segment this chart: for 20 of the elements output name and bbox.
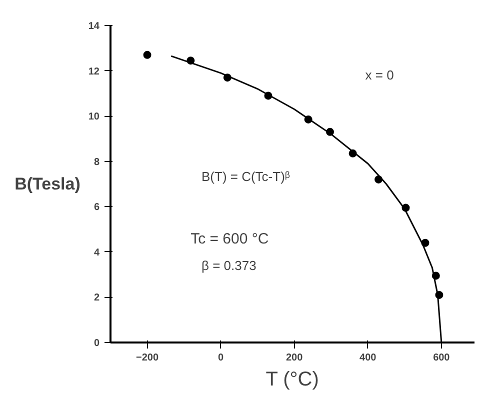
y-tick-label: 10 <box>88 112 100 123</box>
y-tick-label: 14 <box>88 21 100 32</box>
annotation: B(T) = C(Tc-T)ᵝ <box>202 169 290 184</box>
point <box>143 50 152 59</box>
annotation: x = 0 <box>365 68 394 83</box>
x-tick-label: −200 <box>136 352 159 364</box>
annotation: Tc = 600 °C <box>190 230 269 248</box>
y-tick-label: 0 <box>94 338 100 349</box>
annotation: β = 0.373 <box>202 258 256 273</box>
x-tick-label: 600 <box>433 352 450 364</box>
y-tick-label: 8 <box>94 156 100 168</box>
x-tick-label: 200 <box>286 352 304 364</box>
x-axis-title: T (°C) <box>266 368 319 390</box>
y-axis-title: B(Tesla) <box>14 174 80 194</box>
x-tick-label: 400 <box>360 352 377 364</box>
y-tick-label: 2 <box>94 292 100 304</box>
y-tick-label: 6 <box>94 202 100 214</box>
y-tick-label: 4 <box>94 247 100 258</box>
y-tick-label: 12 <box>88 66 100 78</box>
x-tick-label: 0 <box>218 352 224 364</box>
